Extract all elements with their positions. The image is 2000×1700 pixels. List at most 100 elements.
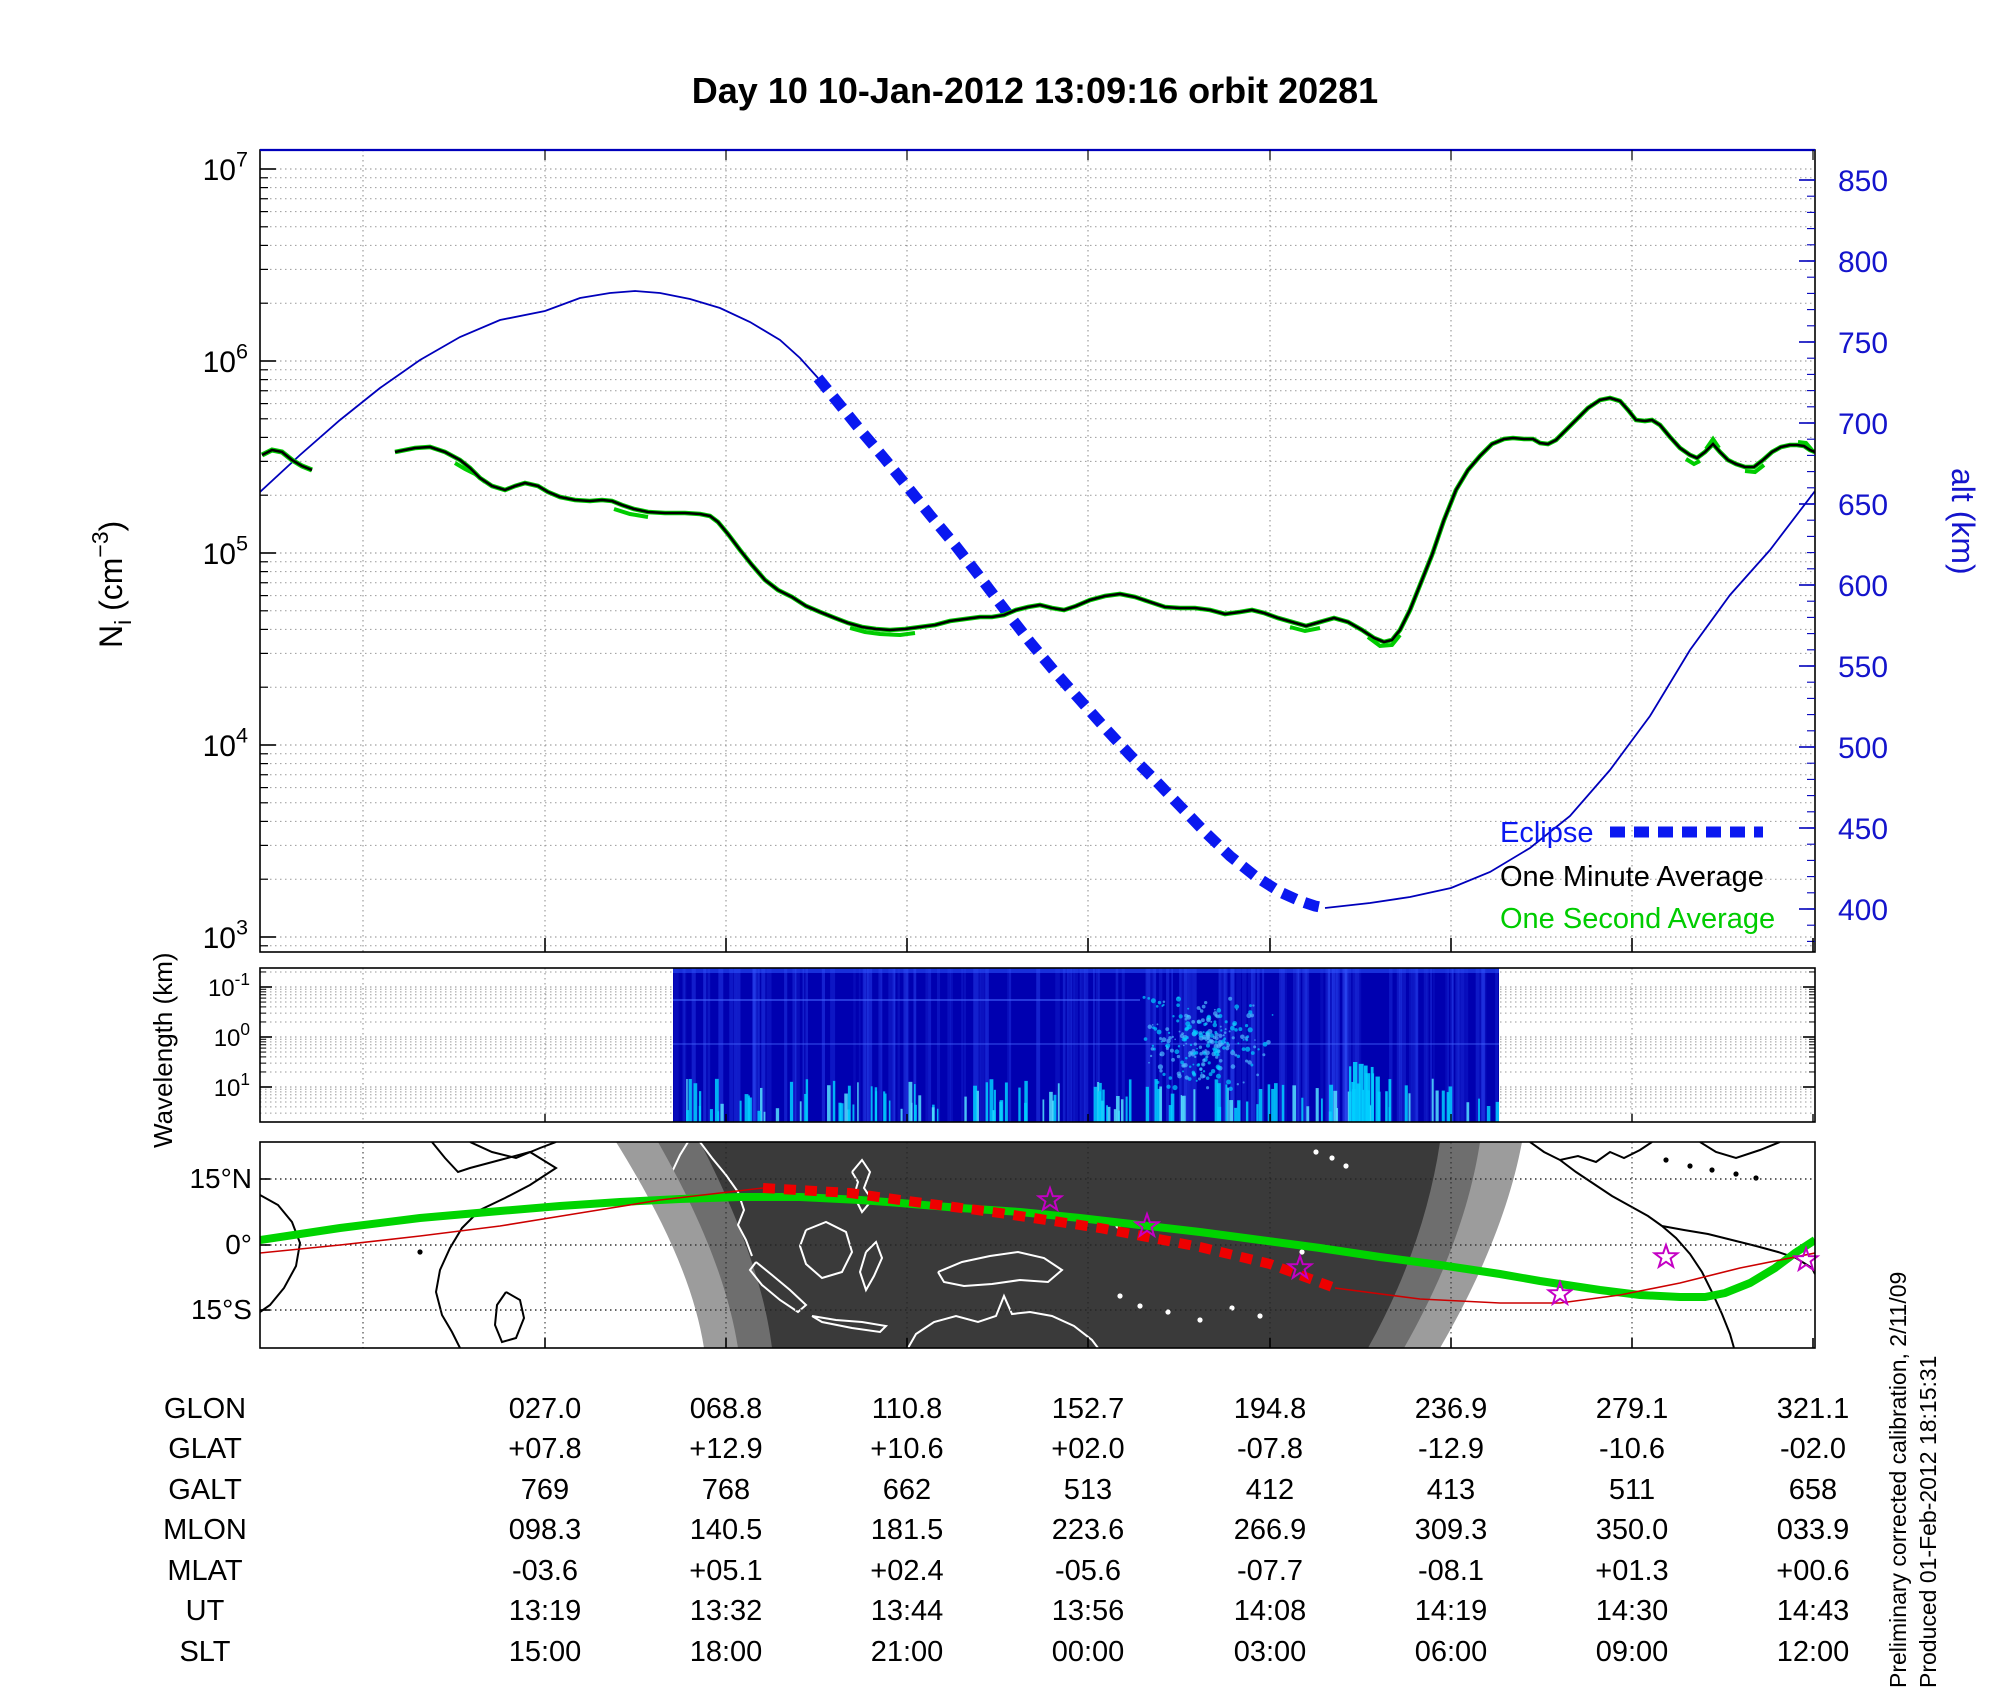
table-cell: 140.5 (690, 1514, 763, 1546)
wavelength-tick-label: 100 (214, 1019, 250, 1052)
lat-label-15n: 15°N (189, 1163, 252, 1194)
table-row-label: MLAT (167, 1555, 242, 1587)
table-cell: 511 (1609, 1474, 1655, 1506)
table-cell: 14:19 (1415, 1595, 1488, 1627)
wavelength-tick-label: 101 (214, 1069, 250, 1102)
ni-tick-label: 105 (203, 531, 248, 572)
main-curves (260, 290, 1815, 914)
table-cell: 14:08 (1234, 1595, 1307, 1627)
track-red-thin-left (260, 1187, 764, 1254)
table-cell: 350.0 (1596, 1514, 1669, 1546)
alt-tick-label: 550 (1838, 651, 1888, 684)
table-cell: +00.6 (1776, 1555, 1849, 1587)
track-red-eclipse-dashed (762, 1183, 1337, 1293)
density-one-minute-average (394, 396, 1815, 644)
density-one-second-excursion (613, 507, 649, 519)
footnote-line1: Preliminary corrected calibration, 2/11/… (1885, 1272, 1911, 1688)
table-cell: 09:00 (1596, 1636, 1669, 1668)
table-row-label: GALT (168, 1474, 242, 1506)
wavelength-axis-label: Wavelength (km) (148, 952, 178, 1148)
alt-tick-label: 800 (1838, 246, 1888, 279)
data-table: GLON 027.0 068.8 110.8 152.7 194.8 236.9 279.1 3… (163, 1393, 1850, 1668)
table-cell: +05.1 (689, 1555, 762, 1587)
satellite-track-green (260, 1193, 1815, 1301)
table-cell: 13:44 (871, 1595, 944, 1627)
table-cell: 027.0 (509, 1393, 582, 1425)
table-cell: -07.7 (1237, 1555, 1303, 1587)
table-row-label: MLON (163, 1514, 247, 1546)
table-cell: 00:00 (1052, 1636, 1125, 1668)
table-cell: +02.4 (870, 1555, 943, 1587)
axes-frames (259, 148, 1816, 1349)
track-red-thin-right (1334, 1252, 1815, 1304)
ni-axis-label: Ni (cm−3) (87, 521, 136, 648)
table-cell: 18:00 (690, 1636, 763, 1668)
table-cell: 181.5 (871, 1514, 944, 1546)
table-cell: 068.8 (690, 1393, 763, 1425)
table-cell: 412 (1246, 1474, 1294, 1506)
spectrogram-heatmap (673, 968, 1500, 1122)
ground-track-map (260, 1142, 1821, 1348)
table-cell: +12.9 (689, 1433, 762, 1465)
density-one-second-excursion (849, 626, 916, 638)
alt-tick-label: 700 (1838, 408, 1888, 441)
lat-label-15s: 15°S (191, 1294, 252, 1325)
table-cell: 152.7 (1052, 1393, 1125, 1425)
table-row-label: SLT (179, 1636, 230, 1668)
table-cell: +01.3 (1595, 1555, 1668, 1587)
table-cell: -12.9 (1418, 1433, 1484, 1465)
table-cell: 12:00 (1777, 1636, 1850, 1668)
table-cell: 413 (1427, 1474, 1475, 1506)
legend-label-one-minute-average: One Minute Average (1500, 861, 1764, 893)
table-cell: -05.6 (1055, 1555, 1121, 1587)
table-cell: 03:00 (1234, 1636, 1307, 1668)
table-cell: 309.3 (1415, 1514, 1488, 1546)
table-cell: 194.8 (1234, 1393, 1307, 1425)
star-marker (1651, 1241, 1681, 1270)
table-cell: 662 (883, 1474, 931, 1506)
legend-label-one-second-average: One Second Average (1500, 903, 1775, 935)
ni-tick-label: 106 (203, 339, 248, 380)
table-cell: 15:00 (509, 1636, 582, 1668)
table-cell: 321.1 (1777, 1393, 1850, 1425)
ni-tick-label: 104 (203, 723, 248, 764)
legend-label-eclipse: Eclipse (1500, 817, 1594, 849)
star-marker (1545, 1278, 1575, 1307)
star-marker (1285, 1252, 1315, 1281)
density-one-second-excursion (1744, 463, 1766, 475)
table-cell: 266.9 (1234, 1514, 1307, 1546)
alt-tick-label: 850 (1838, 165, 1888, 198)
table-cell: 223.6 (1052, 1514, 1125, 1546)
table-cell: -07.8 (1237, 1433, 1303, 1465)
table-cell: 110.8 (872, 1393, 942, 1425)
table-cell: 13:32 (690, 1595, 763, 1627)
star-marker (1035, 1184, 1065, 1213)
table-row-label: GLON (164, 1393, 246, 1425)
wavelength-tick-label: 10-1 (208, 969, 250, 1002)
table-row-label: UT (186, 1595, 225, 1627)
alt-axis-label: alt (km) (1945, 468, 1981, 575)
density-one-second-excursion (1289, 625, 1321, 634)
alt-tick-label: 750 (1838, 327, 1888, 360)
table-cell: +07.8 (508, 1433, 581, 1465)
table-cell: +10.6 (870, 1433, 943, 1465)
density-one-minute-pre (261, 448, 313, 472)
altitude-curve-left (260, 290, 819, 493)
alt-tick-label: 600 (1838, 570, 1888, 603)
table-cell: 098.3 (509, 1514, 582, 1546)
ni-tick-label: 103 (203, 915, 248, 956)
density-one-second-excursion (1684, 457, 1701, 467)
table-cell: 513 (1064, 1474, 1112, 1506)
table-cell: 13:19 (509, 1595, 582, 1627)
table-cell: 13:56 (1052, 1595, 1125, 1627)
gridlines (260, 150, 1815, 1348)
star-marker (1132, 1210, 1162, 1239)
alt-tick-label: 400 (1838, 894, 1888, 927)
alt-tick-label: 500 (1838, 732, 1888, 765)
table-cell: 033.9 (1777, 1514, 1850, 1546)
table-cell: -08.1 (1418, 1555, 1484, 1587)
density-one-second-excursion (1366, 633, 1402, 649)
table-cell: 14:30 (1596, 1595, 1669, 1627)
